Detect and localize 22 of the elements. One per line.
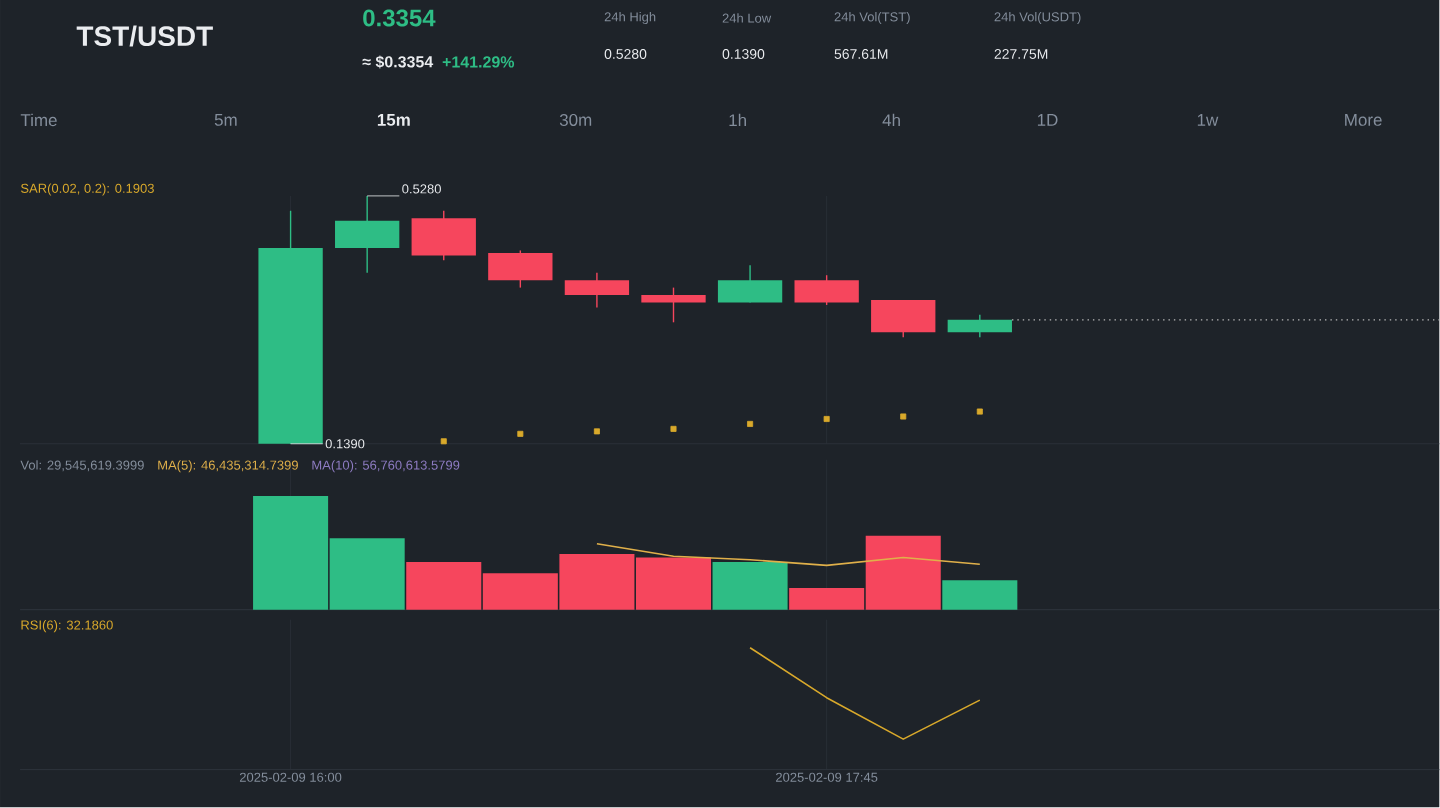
point (900, 413, 907, 420)
text: 15m (377, 114, 410, 127)
text: 1w (1197, 114, 1219, 126)
text: More (1345, 114, 1382, 127)
point (823, 416, 830, 423)
text: 0.3354 (363, 9, 436, 27)
candlestick (641, 287, 706, 324)
text: 1D (1037, 114, 1058, 126)
text: TST/USDT (76, 25, 213, 47)
text: 5m (214, 114, 237, 127)
bar (942, 580, 1018, 610)
point (440, 438, 447, 445)
point (593, 428, 600, 435)
bar (712, 562, 788, 610)
text: Time (20, 113, 57, 127)
point (747, 421, 754, 428)
text: 30m (559, 114, 592, 127)
point (517, 431, 524, 438)
text: 4h (882, 113, 900, 127)
point (670, 426, 677, 433)
point (976, 408, 983, 415)
text: 1h (729, 113, 746, 127)
